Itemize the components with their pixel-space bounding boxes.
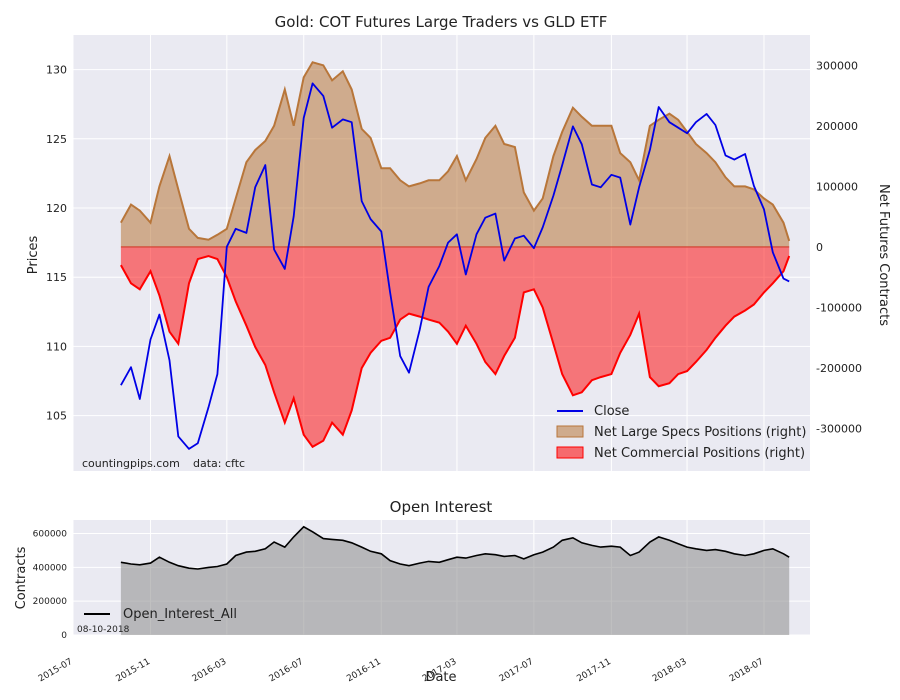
legend-open-interest-label: Open_Interest_All bbox=[123, 607, 237, 622]
top-right-tick-label: 300000 bbox=[816, 59, 858, 72]
top-left-tick-label: 115 bbox=[46, 271, 67, 284]
close-price-line bbox=[120, 82, 790, 450]
commercial-area bbox=[120, 246, 790, 447]
top-left-axis-ticks: 105 110 115 120 125 130 bbox=[46, 64, 67, 423]
bottom-y-axis-ticks: 0 200000 400000 600000 bbox=[33, 530, 68, 641]
data-credit: data: cftc bbox=[193, 457, 245, 470]
top-right-axis-ticks: -300000 -200000 -100000 0 100000 200000 300000 bbox=[816, 59, 862, 435]
top-left-tick-label: 105 bbox=[46, 410, 67, 423]
bottom-y-tick-label: 200000 bbox=[33, 597, 68, 607]
top-right-tick-label: -300000 bbox=[816, 423, 862, 436]
top-right-tick-label: 200000 bbox=[816, 120, 858, 133]
open-interest-line bbox=[120, 525, 790, 570]
top-chart-title: Gold: COT Futures Large Traders vs GLD E… bbox=[275, 13, 608, 31]
top-left-tick-label: 130 bbox=[46, 64, 67, 77]
large-specs-line bbox=[120, 61, 791, 242]
legend-close-label: Close bbox=[594, 404, 629, 419]
bottom-y-axis-label: Contracts bbox=[14, 546, 29, 609]
legend-large-specs-swatch bbox=[556, 425, 584, 438]
top-left-tick-label: 110 bbox=[46, 340, 67, 353]
large-specs-area bbox=[120, 62, 790, 247]
legend-commercial-label: Net Commercial Positions (right) bbox=[594, 446, 805, 461]
open-interest-area bbox=[120, 526, 790, 635]
top-position-areas bbox=[120, 62, 790, 447]
top-left-tick-label: 125 bbox=[46, 133, 67, 146]
bottom-x-axis-label: Date bbox=[425, 670, 456, 685]
bottom-y-tick-label: 400000 bbox=[33, 563, 68, 573]
legend-large-specs-label: Net Large Specs Positions (right) bbox=[594, 425, 806, 440]
top-right-tick-label: 0 bbox=[816, 241, 823, 254]
legend-commercial-swatch bbox=[556, 446, 584, 459]
top-right-tick-label: 100000 bbox=[816, 180, 858, 193]
top-legend: Close Net Large Specs Positions (right) … bbox=[556, 404, 806, 461]
bottom-legend: Open_Interest_All bbox=[84, 607, 237, 622]
bottom-open-interest bbox=[120, 525, 790, 635]
top-series-lines bbox=[120, 61, 791, 450]
bottom-chart-title: Open Interest bbox=[390, 498, 493, 516]
top-right-axis-label: Net Futures Contracts bbox=[876, 184, 891, 326]
source-watermark: countingpips.com bbox=[82, 457, 180, 470]
bottom-y-tick-label: 600000 bbox=[33, 530, 68, 540]
report-date: 08-10-2018 bbox=[77, 625, 130, 635]
top-left-axis-label: Prices bbox=[26, 236, 41, 275]
top-right-tick-label: -200000 bbox=[816, 362, 862, 375]
commercial-line bbox=[120, 254, 791, 449]
top-right-tick-label: -100000 bbox=[816, 302, 862, 315]
bottom-y-tick-label: 0 bbox=[61, 631, 67, 641]
top-left-tick-label: 120 bbox=[46, 202, 67, 215]
